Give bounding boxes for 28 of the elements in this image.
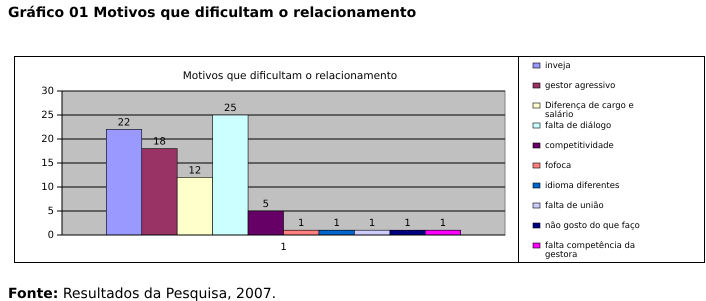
legend-label: falta de diálogo bbox=[545, 121, 612, 131]
chart-subtitle: Motivos que dificultam o relacionamento bbox=[182, 70, 398, 82]
data-label: 12 bbox=[188, 165, 202, 176]
data-label: 1 bbox=[333, 218, 340, 230]
source-note: Fonte: Resultados da Pesquisa, 2007. bbox=[8, 286, 276, 301]
legend-label: idioma diferentes bbox=[545, 181, 620, 191]
y-tick-label: 25 bbox=[41, 110, 54, 122]
legend-label: competitividade bbox=[545, 141, 614, 151]
y-tick-label: 10 bbox=[41, 182, 54, 194]
y-tick-label: 20 bbox=[41, 134, 54, 146]
data-label: 25 bbox=[224, 103, 237, 114]
legend-label: gestor agressivo bbox=[545, 81, 616, 91]
y-tick-label: 30 bbox=[41, 86, 54, 98]
legend-label: falta competência da gestora bbox=[545, 241, 636, 260]
y-tick-label: 15 bbox=[41, 158, 54, 170]
chart-title: Gráfico 01 Motivos que dificultam o relacionamento bbox=[8, 5, 417, 21]
data-label: 22 bbox=[118, 117, 130, 128]
y-tick-label: 0 bbox=[48, 230, 54, 242]
legend-label: fofoca bbox=[545, 161, 572, 171]
legend-label: inveja bbox=[545, 61, 571, 71]
y-tick-label: 5 bbox=[48, 206, 54, 218]
data-label: 1 bbox=[440, 218, 446, 230]
legend-label: falta de união bbox=[545, 201, 604, 211]
data-label: 1 bbox=[368, 218, 376, 230]
data-label: 5 bbox=[262, 199, 269, 210]
legend-label: não gosto do que faço bbox=[545, 221, 640, 231]
data-label: 1 bbox=[404, 218, 411, 230]
data-label: 1 bbox=[280, 242, 287, 254]
